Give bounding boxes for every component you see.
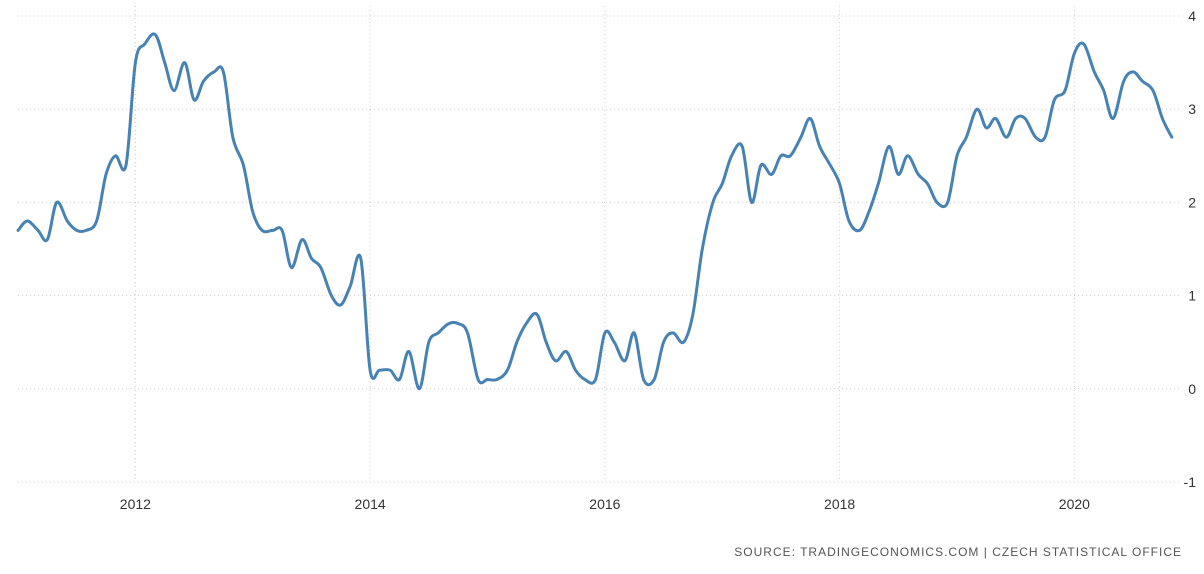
y-tick-label: 1 (1188, 288, 1196, 304)
x-tick-label: 2014 (355, 496, 386, 512)
x-tick-label: 2018 (824, 496, 855, 512)
series-layer (16, 32, 1174, 391)
y-tick-label: 2 (1188, 194, 1196, 210)
y-tick-label: 3 (1188, 101, 1196, 117)
grid (18, 6, 1180, 483)
series-line (16, 32, 1174, 391)
x-tick-label: 2012 (120, 496, 151, 512)
y-axis-labels: 4 3 2 1 0 -1 (1184, 8, 1197, 490)
y-tick-label: 0 (1188, 381, 1196, 397)
x-tick-label: 2016 (589, 496, 620, 512)
y-tick-label: 4 (1188, 8, 1196, 24)
x-tick-label: 2020 (1059, 496, 1090, 512)
source-note: SOURCE: TRADINGECONOMICS.COM | CZECH STA… (734, 545, 1182, 559)
x-axis-labels: 2012 2014 2016 2018 2020 (120, 496, 1090, 512)
y-tick-label: -1 (1184, 474, 1197, 490)
